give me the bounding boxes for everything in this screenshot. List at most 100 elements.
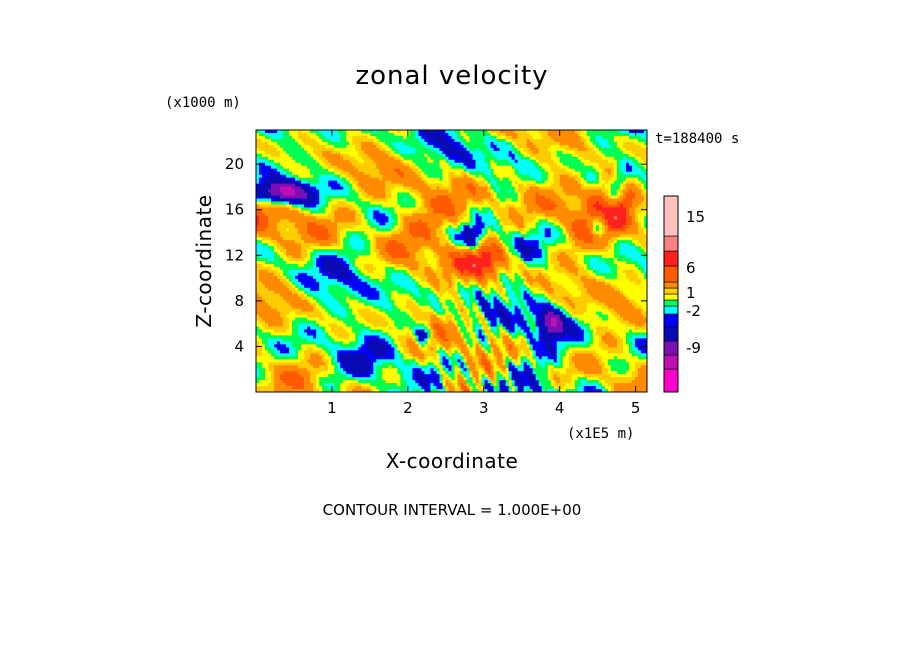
- heatmap-cell: [286, 266, 290, 271]
- heatmap-cell: [376, 317, 380, 322]
- heatmap-cell: [379, 234, 383, 238]
- heatmap-cell: [343, 177, 347, 182]
- heatmap-cell: [403, 356, 407, 360]
- heatmap-cell: [301, 204, 305, 209]
- heatmap-cell: [265, 377, 269, 381]
- heatmap-cell: [421, 156, 426, 161]
- heatmap-cell: [349, 132, 353, 137]
- heatmap-cell: [271, 195, 275, 200]
- heatmap-cell: [328, 350, 332, 354]
- heatmap-cell: [370, 266, 374, 271]
- heatmap-cell: [412, 338, 417, 342]
- heatmap-cell: [301, 353, 305, 357]
- heatmap-cell: [274, 374, 278, 378]
- heatmap-cell: [286, 222, 290, 226]
- heatmap-cell: [283, 240, 287, 244]
- heatmap-cell: [367, 258, 371, 262]
- heatmap-cell: [373, 225, 377, 229]
- heatmap-cell: [274, 222, 278, 226]
- heatmap-cell: [316, 278, 320, 283]
- heatmap-cell: [367, 365, 371, 369]
- heatmap-cell: [286, 237, 290, 241]
- heatmap-cell: [259, 147, 263, 152]
- heatmap-cell: [355, 135, 359, 140]
- heatmap-cell: [382, 177, 386, 182]
- heatmap-cell: [406, 156, 410, 161]
- heatmap-cell: [340, 261, 344, 265]
- heatmap-cell: [403, 171, 407, 176]
- heatmap-cell: [337, 278, 341, 283]
- heatmap-cell: [286, 156, 290, 161]
- heatmap-cell: [355, 377, 359, 381]
- heatmap-cell: [325, 231, 329, 235]
- heatmap-cell: [313, 189, 317, 194]
- heatmap-cell: [331, 237, 335, 241]
- heatmap-cell: [370, 153, 374, 158]
- heatmap-cell: [289, 171, 293, 176]
- heatmap-cell: [364, 353, 368, 357]
- heatmap-cell: [355, 389, 359, 392]
- heatmap-cell: [262, 287, 266, 292]
- heatmap-cell: [406, 198, 410, 203]
- heatmap-cell: [319, 347, 323, 351]
- heatmap-cell: [328, 380, 332, 384]
- heatmap-cell: [277, 130, 281, 134]
- heatmap-cell: [292, 228, 296, 232]
- heatmap-cell: [262, 132, 266, 137]
- heatmap-cell: [259, 320, 263, 325]
- heatmap-cell: [310, 335, 314, 340]
- heatmap-cell: [271, 299, 275, 304]
- heatmap-cell: [373, 308, 377, 313]
- heatmap-cell: [379, 308, 383, 313]
- heatmap-cell: [376, 383, 380, 387]
- heatmap-cell: [373, 192, 377, 197]
- heatmap-cell: [409, 347, 413, 351]
- heatmap-cell: [295, 240, 299, 244]
- heatmap-cell: [325, 266, 329, 271]
- heatmap-cell: [316, 284, 320, 289]
- heatmap-cell: [292, 135, 296, 140]
- heatmap-cell: [325, 207, 329, 211]
- heatmap-cell: [421, 213, 426, 217]
- heatmap-cell: [289, 338, 293, 342]
- heatmap-cell: [313, 201, 317, 206]
- heatmap-cell: [307, 311, 311, 316]
- heatmap-cell: [406, 305, 410, 310]
- heatmap-cell: [418, 222, 423, 226]
- heatmap-cell: [385, 317, 389, 322]
- heatmap-cell: [355, 138, 359, 143]
- heatmap-cell: [400, 156, 404, 161]
- heatmap-cell: [400, 183, 404, 188]
- heatmap-cell: [421, 177, 426, 182]
- heatmap-cell: [262, 249, 266, 253]
- heatmap-cell: [349, 281, 353, 286]
- heatmap-cell: [337, 225, 341, 229]
- heatmap-cell: [331, 153, 335, 158]
- heatmap-cell: [370, 332, 374, 337]
- heatmap-cell: [283, 359, 287, 363]
- heatmap-cell: [373, 293, 377, 298]
- heatmap-cell: [412, 296, 417, 301]
- heatmap-cell: [328, 365, 332, 369]
- heatmap-cell: [331, 323, 335, 328]
- heatmap-cell: [397, 335, 401, 340]
- heatmap-cell: [346, 189, 350, 194]
- heatmap-cell: [370, 165, 374, 170]
- heatmap-cell: [277, 275, 281, 280]
- heatmap-cell: [292, 314, 296, 319]
- heatmap-cell: [325, 189, 329, 194]
- heatmap-cell: [382, 275, 386, 280]
- heatmap-cell: [313, 237, 317, 241]
- heatmap-cell: [325, 263, 329, 268]
- heatmap-cell: [415, 389, 420, 392]
- heatmap-cell: [262, 195, 266, 200]
- heatmap-cell: [310, 368, 314, 372]
- heatmap-cell: [295, 293, 299, 298]
- heatmap-cell: [301, 269, 305, 274]
- heatmap-cell: [391, 389, 395, 392]
- heatmap-cell: [310, 350, 314, 354]
- heatmap-cell: [421, 201, 426, 206]
- chart-title: zonal velocity: [355, 61, 548, 91]
- heatmap-cell: [340, 380, 344, 384]
- heatmap-cell: [373, 368, 377, 372]
